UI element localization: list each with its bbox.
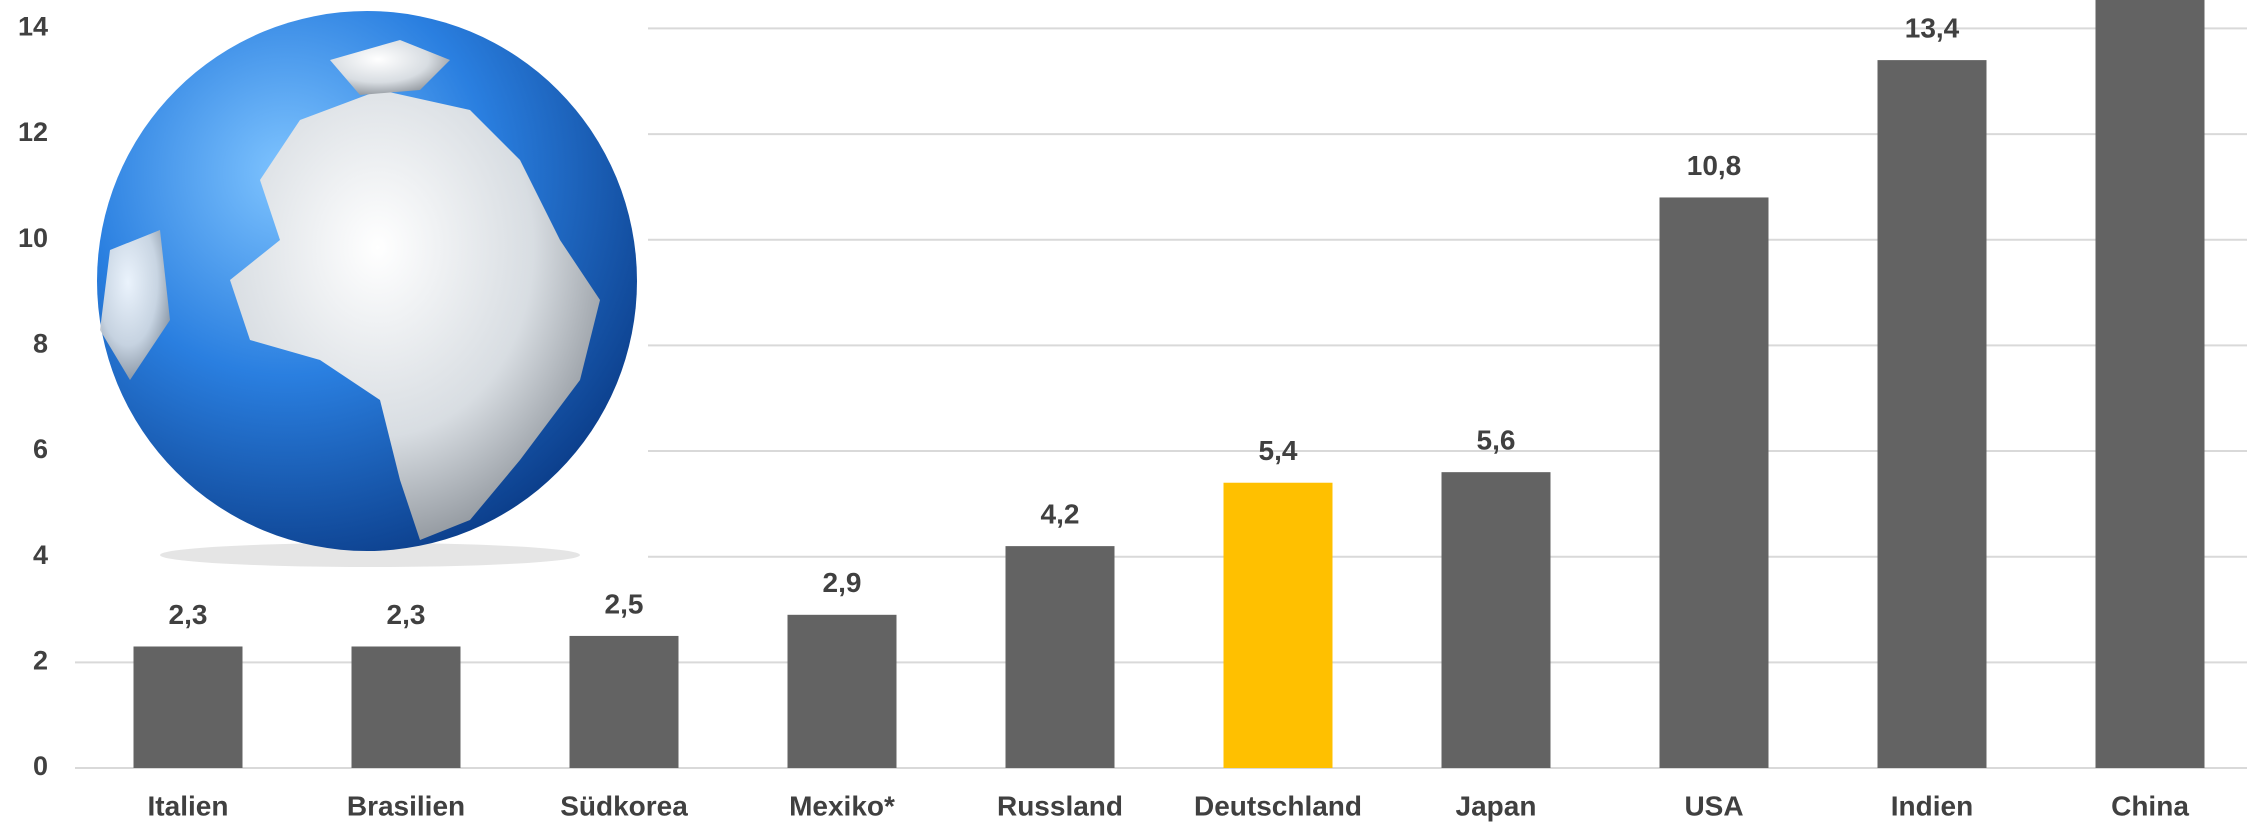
x-tick-label: USA — [1684, 790, 1743, 821]
bar — [787, 614, 897, 768]
data-label: 2,3 — [387, 599, 426, 630]
globe-illustration — [70, 0, 648, 570]
y-tick-label: 4 — [33, 540, 48, 570]
y-tick-label: 10 — [18, 223, 48, 253]
data-label: 2,9 — [823, 567, 862, 598]
x-tick-label: Südkorea — [560, 790, 688, 821]
x-tick-label: Deutschland — [1194, 790, 1362, 821]
x-tick-label: Russland — [997, 790, 1123, 821]
data-label: 10,8 — [1687, 150, 1742, 181]
x-tick-label: Indien — [1891, 790, 1973, 821]
data-label: 5,6 — [1477, 425, 1516, 456]
bar — [2095, 0, 2205, 769]
x-tick-label: Mexiko* — [789, 790, 895, 821]
y-tick-label: 8 — [33, 329, 48, 359]
y-tick-label: 0 — [33, 751, 48, 781]
bar — [1441, 472, 1551, 768]
bar — [1005, 546, 1115, 768]
y-tick-label: 2 — [33, 645, 48, 675]
data-label: 2,3 — [169, 599, 208, 630]
x-tick-label: Japan — [1456, 790, 1537, 821]
data-label: 5,4 — [1259, 435, 1298, 466]
y-tick-label: 6 — [33, 434, 48, 464]
data-label: 4,2 — [1041, 499, 1080, 530]
bar — [569, 635, 679, 768]
data-label: 2,5 — [605, 588, 644, 619]
bar — [1659, 197, 1769, 769]
bar — [1223, 482, 1333, 768]
bar — [1877, 60, 1987, 768]
y-tick-label: 12 — [18, 117, 48, 147]
x-tick-label: Brasilien — [347, 790, 465, 821]
bar — [351, 646, 461, 768]
y-tick-label: 14 — [18, 12, 48, 42]
bar — [133, 646, 243, 768]
x-tick-label: Italien — [148, 790, 229, 821]
x-tick-label: China — [2111, 790, 2189, 821]
data-label: 13,4 — [1905, 13, 1960, 44]
